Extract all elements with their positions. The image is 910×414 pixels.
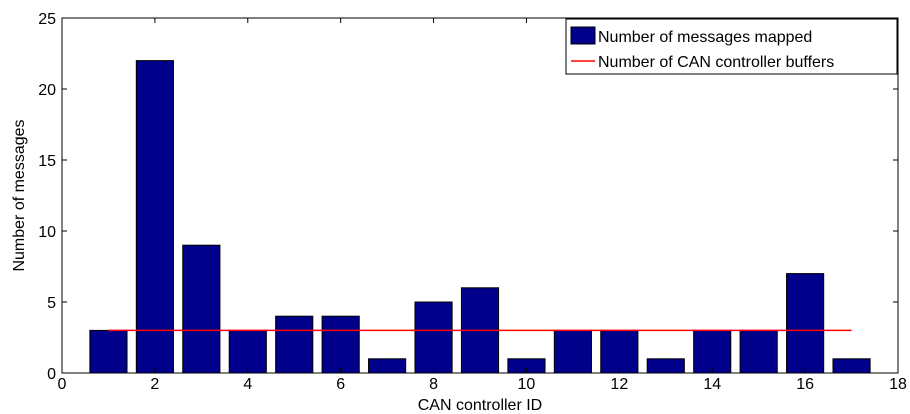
bar-id-2: [135, 60, 174, 374]
y-tick-label: 20: [38, 82, 56, 99]
bar-id-15: [739, 329, 778, 374]
x-tick-label: 2: [150, 376, 159, 393]
bar-id-11: [553, 329, 592, 374]
x-tick-label: 4: [243, 376, 252, 393]
bar-id-14: [693, 329, 732, 374]
x-tick-label: 12: [610, 376, 628, 393]
bar-id-17: [832, 358, 871, 374]
bar-id-16: [786, 273, 825, 374]
y-tick-label: 5: [47, 295, 56, 312]
y-tick-label: 15: [38, 153, 56, 170]
bar-id-5: [275, 315, 314, 374]
y-axis-label: Number of messages: [11, 119, 28, 271]
bar-id-1: [89, 329, 128, 374]
legend-box: [565, 18, 898, 75]
plot-frame: [61, 17, 899, 374]
x-tick-label: 10: [518, 376, 536, 393]
x-axis-label: CAN controller ID: [418, 397, 542, 414]
x-tick-label: 0: [58, 376, 67, 393]
legend-label-controller-buffers: Number of CAN controller buffers: [598, 54, 834, 71]
bar-id-8: [414, 301, 453, 374]
x-tick-label: 14: [703, 376, 721, 393]
bar-id-3: [182, 244, 221, 374]
legend: Number of messages mapped Number of CAN …: [565, 18, 898, 75]
x-axis-ticks: 0 2 4 6 8 10 12 14 16 18: [58, 18, 907, 393]
y-axis-ticks: 0 5 10 15 20 25: [38, 11, 898, 383]
bar-id-13: [646, 358, 685, 374]
legend-swatch-messages-mapped: [570, 26, 596, 45]
bar-id-7: [368, 358, 407, 374]
bar-id-4: [228, 329, 267, 374]
bar-id-12: [600, 329, 639, 374]
y-tick-label: 0: [47, 366, 56, 383]
x-tick-label: 18: [889, 376, 907, 393]
x-tick-label: 8: [429, 376, 438, 393]
bar-id-6: [321, 315, 360, 374]
y-tick-label: 25: [38, 11, 56, 28]
x-tick-label: 16: [796, 376, 814, 393]
x-tick-label: 6: [336, 376, 345, 393]
y-tick-label: 10: [38, 224, 56, 241]
legend-label-messages-mapped: Number of messages mapped: [598, 29, 812, 46]
